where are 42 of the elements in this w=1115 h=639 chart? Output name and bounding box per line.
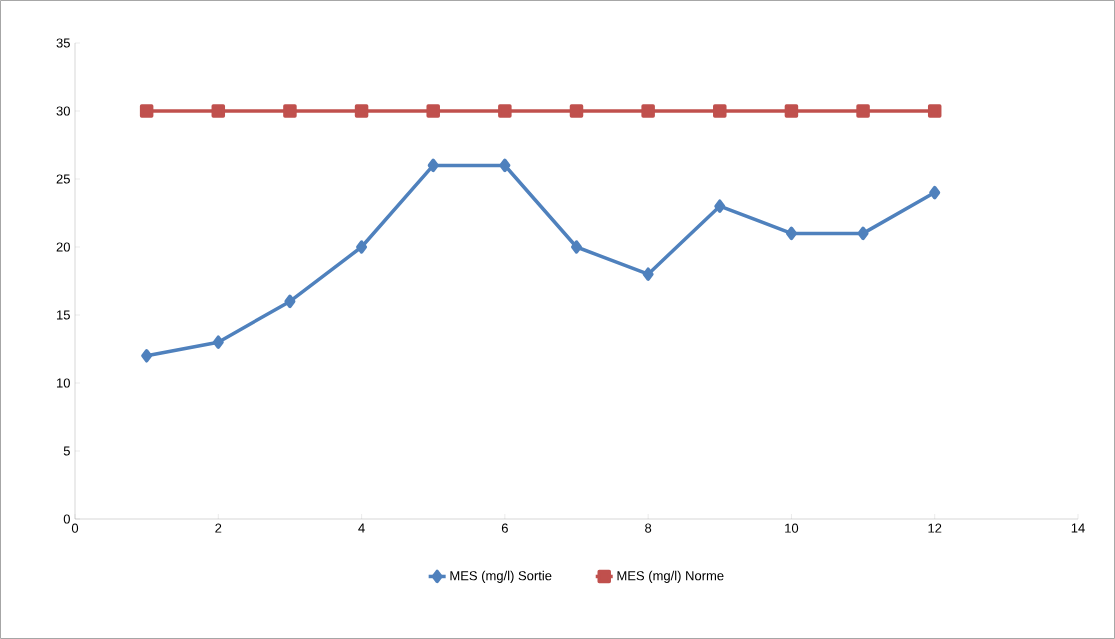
y-tick-label: 15 <box>56 310 70 320</box>
point <box>426 104 440 118</box>
x-tick-label: 14 <box>1071 523 1085 533</box>
x-tick-label: 12 <box>928 523 942 533</box>
y-tick-label: 0 <box>63 514 70 524</box>
point <box>427 158 439 173</box>
point <box>641 104 655 118</box>
legend-label: MES (mg/l) Norme <box>617 570 724 583</box>
point <box>354 104 369 118</box>
point <box>283 104 297 118</box>
y-tick-label: 35 <box>56 38 70 48</box>
y-tick-label: 30 <box>56 106 70 116</box>
y-tick-label: 25 <box>56 174 70 184</box>
point <box>856 104 870 118</box>
point <box>499 158 511 173</box>
point <box>498 104 512 118</box>
x-tick-label: 4 <box>358 523 365 533</box>
point <box>569 104 584 118</box>
point <box>713 104 727 118</box>
x-tick-label: 2 <box>215 523 222 533</box>
x-tick-label: 10 <box>785 523 799 533</box>
legend-label: MES (mg/l) Sortie <box>450 570 552 583</box>
point <box>139 104 154 118</box>
point <box>284 294 296 309</box>
point <box>571 240 582 254</box>
point <box>211 104 226 118</box>
y-tick-label: 10 <box>56 378 70 388</box>
point <box>356 240 368 254</box>
y-tick-label: 5 <box>63 446 70 456</box>
point <box>927 104 942 118</box>
point <box>642 267 654 281</box>
point <box>212 335 224 349</box>
x-tick-label: 0 <box>71 523 79 533</box>
y-tick-label: 20 <box>56 242 70 252</box>
point <box>714 199 726 213</box>
point <box>929 185 941 200</box>
x-tick-label: 8 <box>645 523 652 533</box>
point <box>785 226 797 241</box>
point <box>141 349 153 363</box>
point <box>784 104 799 118</box>
point <box>857 226 869 241</box>
x-tick-label: 6 <box>501 523 508 533</box>
